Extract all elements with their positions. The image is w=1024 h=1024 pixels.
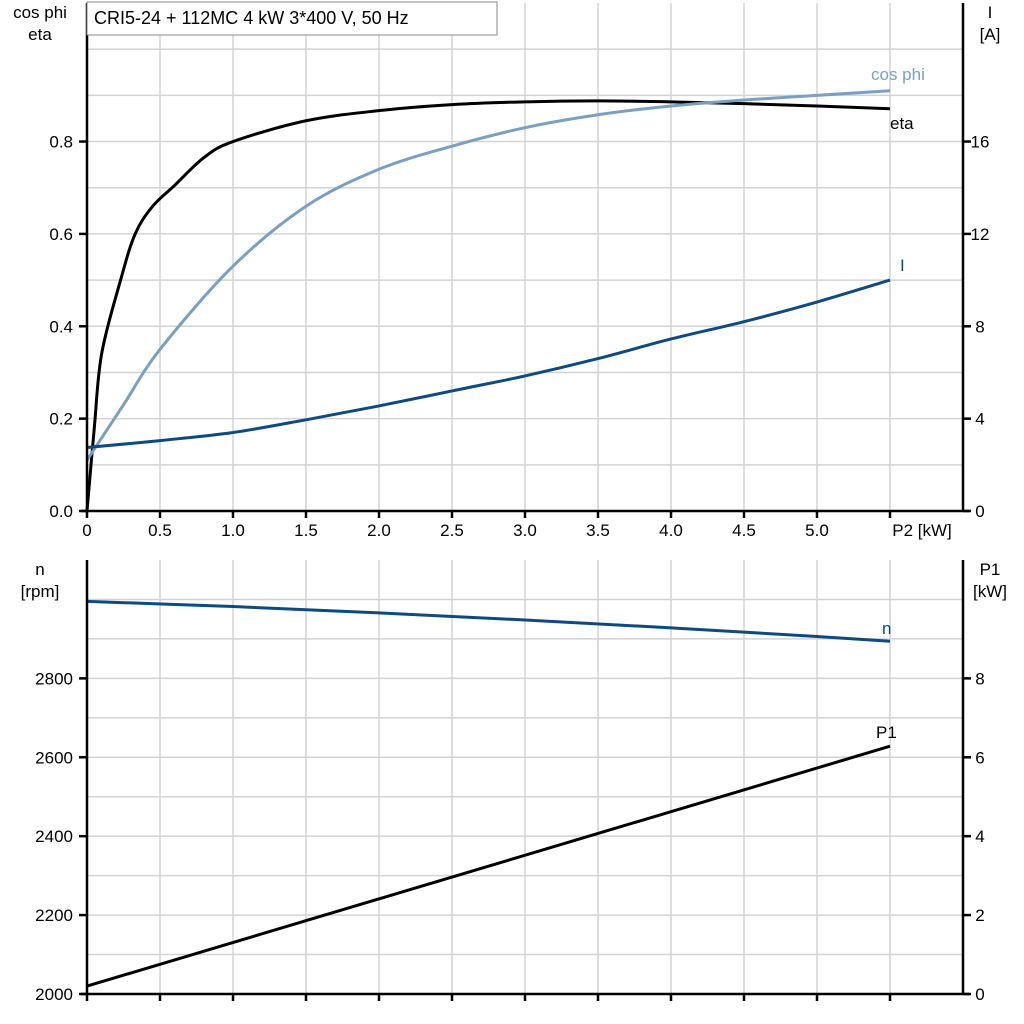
series-eta-line — [85, 99, 891, 512]
x-tick-label: 1.5 — [294, 521, 318, 540]
series-cos-phi-label: cos phi — [871, 65, 925, 84]
left-tick-label: 0.4 — [49, 317, 73, 336]
right-tick-label: 4 — [975, 827, 984, 846]
series-cos-phi-line — [85, 89, 891, 462]
left-axis-title: n — [35, 560, 44, 579]
right-tick-label: 12 — [971, 225, 990, 244]
series-n-label: n — [882, 619, 891, 638]
left-tick-label: 2600 — [35, 748, 73, 767]
x-tick-label: 0 — [82, 521, 91, 540]
right-axis-title: I — [988, 3, 993, 22]
right-tick-label: 8 — [975, 317, 984, 336]
right-tick-label: 4 — [975, 410, 984, 429]
left-axis-title: eta — [28, 25, 52, 44]
series-I-label: I — [900, 256, 905, 275]
x-tick-label: 2.5 — [440, 521, 464, 540]
right-tick-label: 16 — [971, 133, 990, 152]
x-tick-label: 3.0 — [513, 521, 537, 540]
left-axis-title: [rpm] — [21, 582, 60, 601]
left-tick-label: 0.8 — [49, 133, 73, 152]
left-tick-label: 0.2 — [49, 410, 73, 429]
x-tick-label: 1.0 — [221, 521, 245, 540]
left-tick-label: 0.0 — [49, 502, 73, 521]
right-tick-label: 0 — [975, 502, 984, 521]
x-tick-label: P2 [kW] — [892, 521, 952, 540]
right-axis-title: P1 — [980, 560, 1001, 579]
right-tick-label: 2 — [975, 906, 984, 925]
left-tick-label: 2800 — [35, 669, 73, 688]
series-n-line — [86, 599, 891, 643]
series-P1-label: P1 — [876, 723, 897, 742]
x-tick-label: 3.5 — [586, 521, 610, 540]
right-tick-label: 6 — [975, 748, 984, 767]
right-tick-label: 8 — [975, 669, 984, 688]
left-tick-label: 0.6 — [49, 225, 73, 244]
x-tick-label: 4.0 — [659, 521, 683, 540]
left-tick-label: 2000 — [35, 985, 73, 1004]
x-tick-label: 5.0 — [805, 521, 829, 540]
series-eta-label: eta — [890, 114, 914, 133]
left-tick-label: 2200 — [35, 906, 73, 925]
series-P1-line — [86, 744, 891, 988]
x-tick-label: 2.0 — [367, 521, 391, 540]
left-axis-title: cos phi — [13, 3, 67, 22]
left-tick-label: 2400 — [35, 827, 73, 846]
chart-title: CRI5-24 + 112MC 4 kW 3*400 V, 50 Hz — [94, 8, 409, 28]
right-tick-label: 0 — [975, 985, 984, 1004]
title-box — [86, 1, 498, 36]
right-axis-title: [kW] — [973, 582, 1007, 601]
x-tick-label: 0.5 — [148, 521, 172, 540]
series-I-line — [86, 278, 891, 449]
right-axis-title: [A] — [980, 25, 1001, 44]
x-tick-label: 4.5 — [732, 521, 756, 540]
